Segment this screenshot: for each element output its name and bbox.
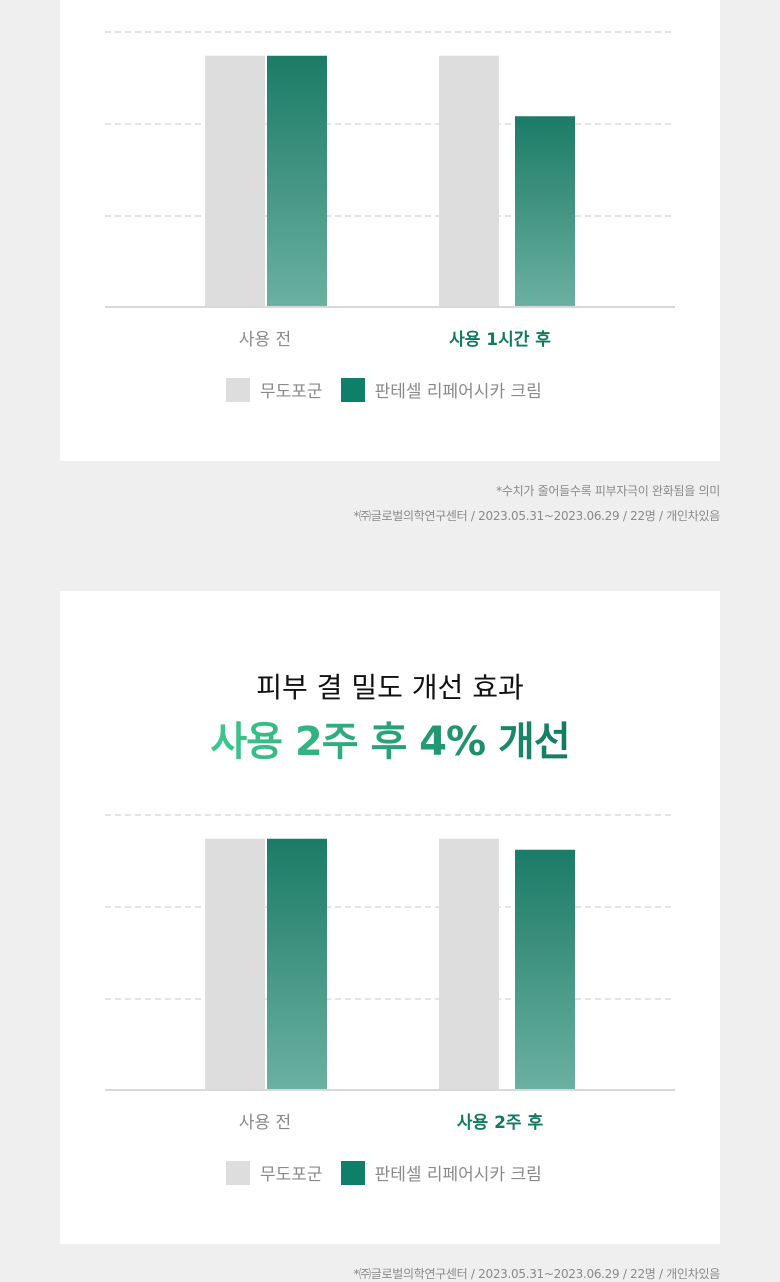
footnote-source: *㈜글로벌의학연구센터 / 2023.05.31~2023.06.29 / 22… xyxy=(353,509,720,523)
category-label: 사용 전 xyxy=(238,1113,292,1133)
chart-card-texture: 피부 결 밀도 개선 효과 사용 2주 후 4% 개선 사용 전 사용 2주 후… xyxy=(60,591,720,1244)
category-label-highlight: 사용 2주 후 xyxy=(456,1113,544,1133)
legend-label: 판테셀 리페어시카 크림 xyxy=(374,382,542,402)
section-title: 피부 결 밀도 개선 효과 xyxy=(256,671,524,704)
legend-label: 판테셀 리페어시카 크림 xyxy=(374,1165,542,1185)
legend-swatch-control xyxy=(226,1160,250,1185)
bar-product xyxy=(515,116,575,306)
headline: 사용 2주 후 4% 개선 xyxy=(60,709,720,767)
legend-swatch-product xyxy=(340,377,365,402)
bar-chart xyxy=(105,31,675,308)
legend: 무도포군 판테셀 리페어시카 크림 xyxy=(226,377,542,402)
legend-label: 무도포군 xyxy=(260,382,323,402)
chart-card-irritation: 사용 전 사용 1시간 후 무도포군 판테셀 리페어시카 크림 xyxy=(60,0,720,461)
footnote-source: *㈜글로벌의학연구센터 / 2023.05.31~2023.06.29 / 22… xyxy=(353,1267,720,1281)
bar-product xyxy=(267,55,327,306)
bar-control xyxy=(205,838,265,1089)
bar-product xyxy=(515,849,575,1089)
bar-control xyxy=(205,55,265,306)
bar-control xyxy=(439,55,499,306)
headline-text: 사용 2주 후 4% 개선 xyxy=(210,719,570,765)
legend-swatch-product xyxy=(340,1160,365,1185)
category-label: 사용 전 xyxy=(238,330,292,350)
legend: 무도포군 판테셀 리페어시카 크림 xyxy=(226,1160,542,1185)
bar-chart xyxy=(105,814,675,1091)
category-label-highlight: 사용 1시간 후 xyxy=(449,330,551,350)
legend-swatch-control xyxy=(226,377,250,402)
bar-product xyxy=(267,838,327,1089)
legend-label: 무도포군 xyxy=(260,1165,323,1185)
footnote: *수치가 줄어들수록 피부자극이 완화됨을 의미 xyxy=(496,484,720,498)
bar-control xyxy=(439,838,499,1089)
